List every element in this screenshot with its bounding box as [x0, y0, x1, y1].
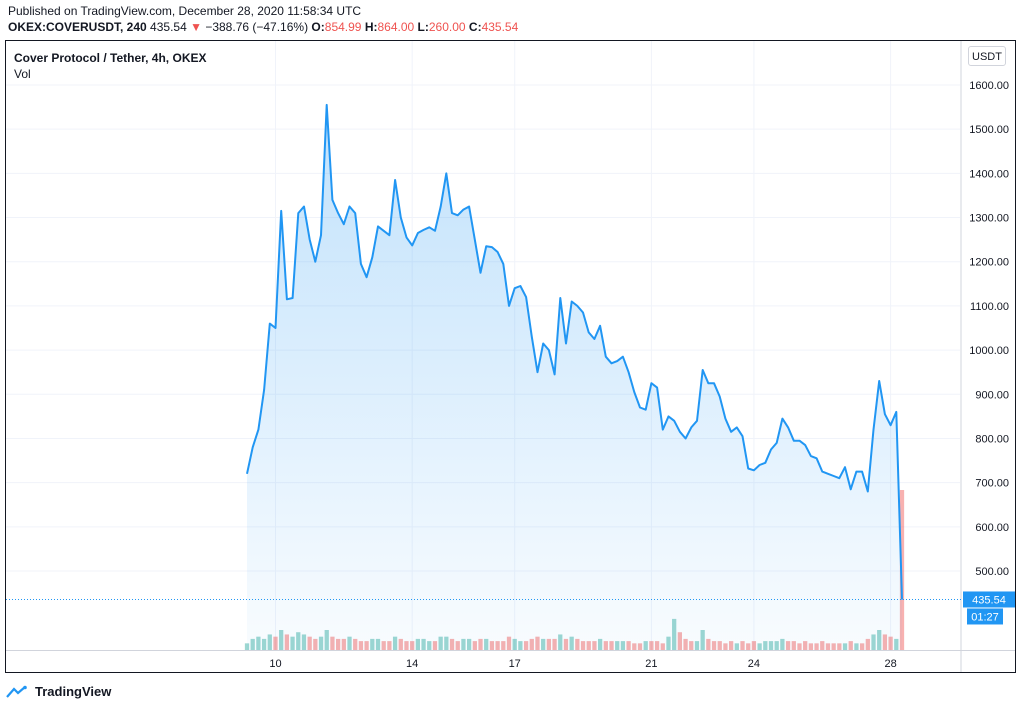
chart-axes: 500.00 600.00 700.00 800.00 900.00 1000.00 110…	[6, 41, 1015, 672]
volume-legend-label: Vol	[14, 67, 31, 81]
price-tags: 435.54 01:27	[6, 591, 1015, 625]
x-tick-label: 10	[269, 658, 281, 670]
y-tick-label: 900.00	[975, 389, 1009, 401]
open-label: O:	[311, 20, 325, 34]
high-label: H:	[364, 20, 378, 34]
x-tick-label: 28	[884, 658, 896, 670]
countdown-tag	[967, 608, 1003, 625]
y-tick-label: 1600.00	[969, 80, 1009, 92]
last-price-tag-label: 435.54	[972, 594, 1006, 606]
high-value: 864.00	[377, 20, 415, 34]
last-price-text: 435.54	[150, 20, 187, 34]
y-tick-label: 1400.00	[969, 168, 1009, 180]
published-line: Published on TradingView.com, December 2…	[8, 4, 362, 18]
low-value: 260.00	[428, 20, 466, 34]
x-tick-label: 24	[748, 658, 760, 670]
down-arrow-icon: ▼	[190, 20, 202, 34]
symbol-label: OKEX:COVERUSDT, 240	[8, 20, 147, 34]
close-value: 435.54	[481, 20, 519, 34]
tradingview-logo-icon	[6, 685, 27, 698]
open-value: 854.99	[324, 20, 362, 34]
countdown-tag-label: 01:27	[971, 611, 999, 623]
y-tick-label: 700.00	[975, 478, 1009, 490]
x-tick-label: 21	[645, 658, 657, 670]
price-change-text: −388.76 (−47.16%)	[205, 20, 309, 34]
y-tick-label: 500.00	[975, 566, 1009, 578]
price-line	[246, 103, 903, 600]
y-tick-label: 1100.00	[970, 301, 1009, 313]
low-label: L:	[417, 20, 429, 34]
price-area	[246, 103, 903, 650]
symbol-ohlc-line: OKEX:COVERUSDT, 240 435.54 ▼ −388.76 (−4…	[8, 20, 518, 34]
y-tick-label: 1200.00	[969, 257, 1009, 269]
currency-unit-button[interactable]: USDT	[968, 46, 1006, 66]
chart-title: Cover Protocol / Tether, 4h, OKEX	[14, 51, 207, 65]
price-area-fill	[247, 104, 902, 650]
tradingview-footer[interactable]: TradingView	[6, 684, 111, 699]
x-tick-label: 17	[509, 658, 521, 670]
y-tick-label: 800.00	[975, 433, 1009, 445]
chart-frame	[5, 40, 1016, 673]
y-tick-label: 600.00	[975, 522, 1009, 534]
x-tick-label: 14	[406, 658, 418, 670]
y-tick-label: 1500.00	[969, 124, 1009, 136]
chart-legend: Cover Protocol / Tether, 4h, OKEX Vol	[14, 50, 207, 82]
last-price-tag	[963, 591, 1015, 608]
close-label: C:	[468, 20, 482, 34]
y-tick-label: 1300.00	[969, 213, 1009, 225]
y-tick-label: 1000.00	[969, 345, 1009, 357]
tradingview-brand-label: TradingView	[35, 684, 112, 699]
